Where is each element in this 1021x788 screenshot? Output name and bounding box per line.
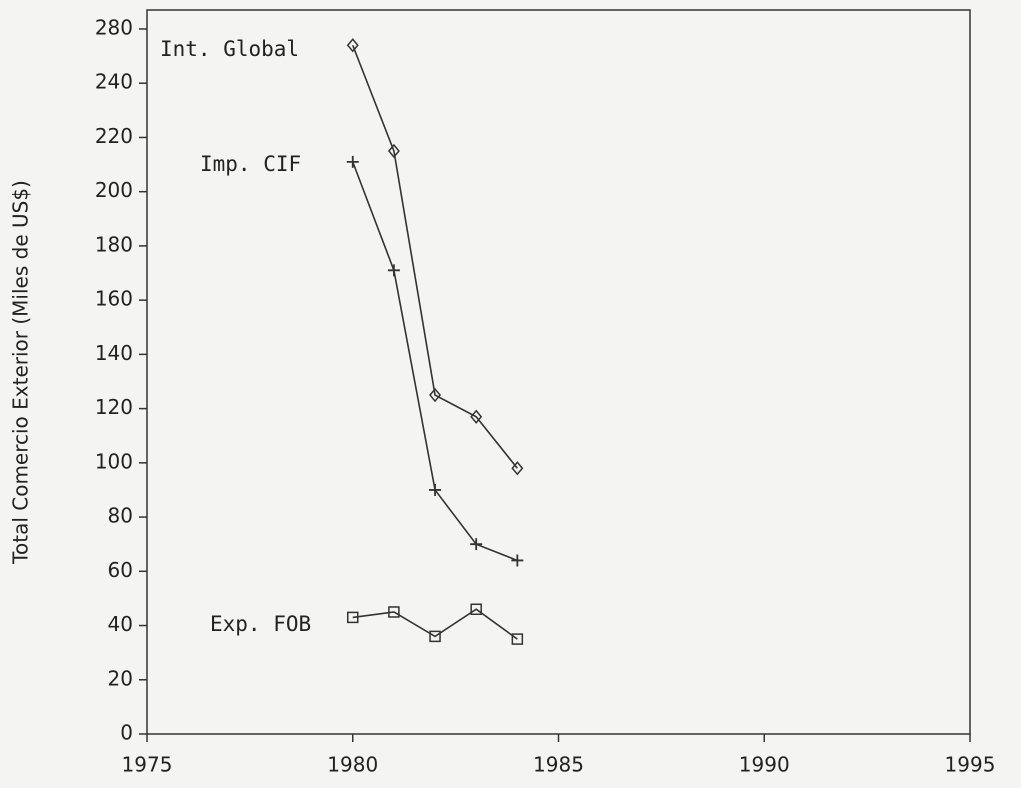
y-tick-label: 140 xyxy=(95,341,133,365)
y-tick-label: 180 xyxy=(95,232,133,256)
marker-diamond xyxy=(429,387,442,403)
series-label: Int. Global xyxy=(160,37,299,61)
x-tick-label: 1985 xyxy=(533,753,584,777)
marker-plus xyxy=(346,155,359,168)
y-tick-label: 200 xyxy=(95,178,133,202)
marker-square xyxy=(347,611,359,624)
y-tick-label: 20 xyxy=(108,666,133,690)
marker-diamond xyxy=(511,461,524,476)
y-axis-label: Total Comercio Exterior (Miles de US$) xyxy=(9,180,33,565)
series-label: Exp. FOB xyxy=(210,612,311,636)
marker-diamond xyxy=(387,143,400,159)
marker-plus xyxy=(470,538,483,551)
y-tick-label: 220 xyxy=(95,124,133,148)
y-tick-label: 0 xyxy=(120,721,133,745)
y-tick-label: 80 xyxy=(108,504,133,528)
y-tick-label: 100 xyxy=(95,449,133,473)
marker-square xyxy=(388,606,400,618)
y-tick-label: 60 xyxy=(108,558,133,582)
x-tick-label: 1980 xyxy=(327,753,378,777)
y-tick-label: 160 xyxy=(95,287,133,311)
marker-square xyxy=(470,603,482,616)
marker-diamond xyxy=(346,38,359,53)
y-tick-label: 240 xyxy=(95,70,133,94)
marker-square xyxy=(511,633,524,645)
y-tick-label: 40 xyxy=(108,612,133,636)
marker-plus xyxy=(429,483,442,496)
marker-plus xyxy=(387,264,400,277)
x-tick-label: 1995 xyxy=(945,753,996,777)
x-tick-label: 1990 xyxy=(739,753,790,777)
marker-square xyxy=(429,630,441,643)
marker-plus xyxy=(511,554,524,567)
x-tick-label: 1975 xyxy=(122,753,173,777)
series-line xyxy=(352,44,518,469)
series-line xyxy=(352,161,518,562)
series-label: Imp. CIF xyxy=(200,152,301,176)
y-tick-label: 280 xyxy=(95,15,133,39)
marker-diamond xyxy=(470,409,483,424)
y-tick-label: 120 xyxy=(95,395,133,419)
series-line xyxy=(352,608,518,640)
